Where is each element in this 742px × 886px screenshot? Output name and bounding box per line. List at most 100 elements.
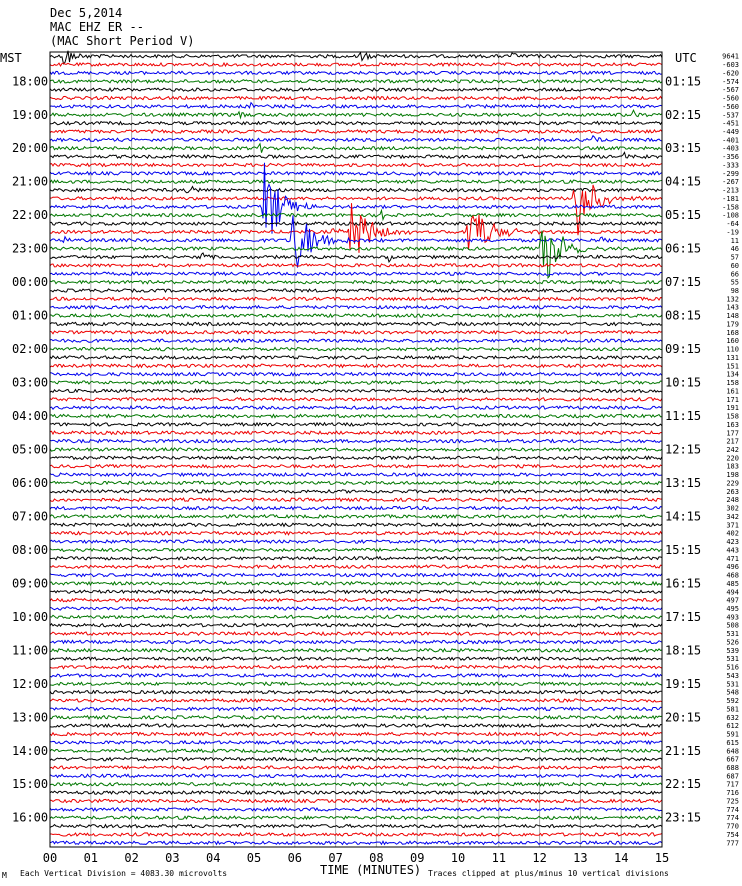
trace-line xyxy=(49,631,663,637)
left-hour-label: 07:00 xyxy=(12,509,48,523)
right-timezone-label: UTC xyxy=(675,51,697,65)
trace-value-label: 217 xyxy=(726,438,739,446)
trace-line xyxy=(49,208,663,222)
right-hour-label: 09:15 xyxy=(665,342,701,356)
trace-value-label: 531 xyxy=(726,655,739,663)
trace-value-label: -560 xyxy=(722,95,739,103)
right-hour-label: 17:15 xyxy=(665,610,701,624)
trace-line xyxy=(49,781,663,787)
left-hour-label: 02:00 xyxy=(12,342,48,356)
trace-value-label: 495 xyxy=(726,605,739,613)
trace-value-label: 648 xyxy=(726,747,739,755)
trace-line xyxy=(50,221,663,226)
x-tick-label: 13 xyxy=(573,851,587,865)
trace-line xyxy=(49,396,663,402)
trace-line xyxy=(50,739,663,746)
trace-value-label: 55 xyxy=(731,279,739,287)
trace-line xyxy=(49,78,663,84)
trace-line xyxy=(49,128,663,135)
right-hour-label: 16:15 xyxy=(665,576,701,590)
trace-line xyxy=(49,539,663,545)
trace-line xyxy=(49,430,663,436)
trace-line xyxy=(49,371,663,377)
trace-line xyxy=(49,162,663,168)
trace-line xyxy=(49,50,663,65)
trace-line xyxy=(49,313,663,319)
trace-line xyxy=(49,513,663,520)
trace-value-label: 46 xyxy=(731,245,739,253)
x-axis-label: TIME (MINUTES) xyxy=(320,863,421,877)
right-hour-label: 12:15 xyxy=(665,443,701,457)
trace-line xyxy=(49,798,663,804)
right-hour-label: 21:15 xyxy=(665,744,701,758)
trace-line xyxy=(49,70,663,76)
trace-value-label: 110 xyxy=(726,346,739,354)
left-hour-label: 06:00 xyxy=(12,476,48,490)
trace-value-label: -213 xyxy=(722,187,739,195)
x-tick-label: 03 xyxy=(165,851,179,865)
trace-line xyxy=(49,840,663,846)
right-hour-label: 08:15 xyxy=(665,309,701,323)
trace-line xyxy=(49,664,663,670)
trace-value-label: -108 xyxy=(722,212,739,220)
x-tick-label: 04 xyxy=(206,851,220,865)
header-date: Dec 5,2014 xyxy=(50,6,122,20)
footer-clip-text: Traces clipped at plus/minus 10 vertical… xyxy=(428,869,669,878)
trace-line xyxy=(49,215,663,268)
trace-value-label: 754 xyxy=(726,831,739,839)
trace-value-label: 468 xyxy=(726,572,739,580)
trace-line xyxy=(49,230,663,280)
trace-line xyxy=(49,614,663,620)
trace-value-label: -620 xyxy=(722,69,739,77)
trace-value-label: -574 xyxy=(722,78,739,86)
footer-division-text: Each Vertical Division = 4083.30 microvo… xyxy=(20,869,227,878)
trace-line xyxy=(49,655,662,662)
trace-value-label: 168 xyxy=(726,329,739,337)
trace-line xyxy=(49,262,663,268)
left-hour-label: 04:00 xyxy=(12,409,48,423)
trace-value-label: 508 xyxy=(726,622,739,630)
trace-value-label: 148 xyxy=(726,312,739,320)
right-hour-label: 06:15 xyxy=(665,242,701,256)
trace-value-label: 717 xyxy=(726,781,739,789)
trace-value-label: 581 xyxy=(726,705,739,713)
right-hour-label: 15:15 xyxy=(665,543,701,557)
right-hour-label: 01:15 xyxy=(665,74,701,88)
footer-logo: M xyxy=(2,871,7,880)
trace-value-label: 471 xyxy=(726,555,739,563)
trace-line xyxy=(49,329,663,335)
trace-value-label: 242 xyxy=(726,446,739,454)
trace-line xyxy=(49,279,663,285)
x-tick-label: 10 xyxy=(451,851,465,865)
trace-line xyxy=(50,831,663,837)
right-hour-label: 22:15 xyxy=(665,777,701,791)
trace-value-label: 688 xyxy=(726,764,739,772)
trace-line xyxy=(49,605,663,611)
trace-line xyxy=(49,405,663,411)
x-tick-label: 12 xyxy=(532,851,546,865)
left-hour-label: 12:00 xyxy=(12,677,48,691)
seismic-traces xyxy=(49,50,663,846)
left-hour-label: 08:00 xyxy=(12,543,48,557)
trace-line xyxy=(49,296,663,302)
trace-value-label: 774 xyxy=(726,806,739,814)
trace-value-label: 770 xyxy=(726,823,739,831)
trace-line xyxy=(49,706,663,712)
left-hour-label: 01:00 xyxy=(12,309,48,323)
trace-line xyxy=(49,698,663,704)
trace-value-label: -603 xyxy=(722,61,739,69)
right-hour-label: 13:15 xyxy=(665,476,701,490)
left-hour-label: 22:00 xyxy=(12,208,48,222)
left-hour-label: 16:00 xyxy=(12,811,48,825)
trace-value-label: 497 xyxy=(726,597,739,605)
trace-value-label: 132 xyxy=(726,295,739,303)
right-hour-label: 07:15 xyxy=(665,275,701,289)
trace-line xyxy=(49,522,663,528)
trace-value-label: 687 xyxy=(726,772,739,780)
trace-line xyxy=(49,346,663,352)
trace-value-label: 179 xyxy=(726,320,739,328)
x-tick-label: 02 xyxy=(124,851,138,865)
trace-value-label: -449 xyxy=(722,128,739,136)
x-tick-label: 05 xyxy=(247,851,261,865)
